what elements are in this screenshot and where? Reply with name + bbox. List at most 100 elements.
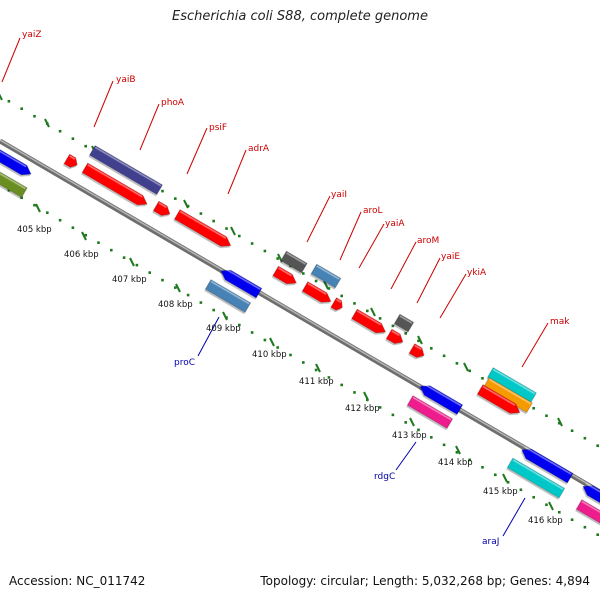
inner-major-tick (548, 501, 554, 511)
gene-leader-line (339, 211, 362, 261)
gene-label-forward: yaiE (441, 252, 460, 262)
kbp-label: 406 kbp (64, 250, 99, 260)
outer-tick (545, 414, 548, 418)
gene-highlight (223, 267, 261, 290)
gene-arrow (204, 279, 252, 313)
gene-feature (506, 457, 566, 499)
gene-feature (310, 263, 342, 289)
inner-tick (276, 346, 279, 349)
inner-major-tick (269, 337, 275, 347)
gene-arrow (301, 281, 332, 303)
gene-arrow (81, 162, 148, 206)
outer-tick (596, 444, 599, 447)
inner-tick (33, 203, 36, 207)
gene-highlight (482, 385, 516, 406)
outer-tick (161, 189, 164, 193)
gene-label-reverse: araJ (482, 537, 499, 547)
topology-text: Topology: circular; Length: 5,032,268 bp… (260, 574, 590, 588)
gene-leader-line (93, 80, 114, 128)
inner-tick (7, 188, 11, 192)
gene-leader-line (139, 103, 160, 151)
gene-highlight (179, 210, 227, 239)
outer-tick (250, 242, 254, 245)
outer-tick (302, 272, 305, 275)
kbp-label: 416 kbp (528, 516, 563, 526)
gene-leader-line (186, 127, 208, 175)
gene-leader-line (416, 257, 441, 304)
gene-feature (483, 377, 533, 413)
gene-leader-line (197, 316, 220, 357)
inner-tick (97, 241, 100, 244)
inner-tick (378, 406, 382, 409)
inner-major-tick (81, 231, 87, 241)
gene-label-forward: aroM (417, 236, 439, 246)
gene-feature (419, 382, 464, 415)
outer-tick (58, 129, 62, 133)
inner-tick (442, 443, 446, 447)
outer-tick (225, 227, 228, 230)
gene-highlight (524, 446, 572, 475)
gene-feature (385, 328, 404, 344)
inner-tick (174, 286, 177, 289)
gene-arrow (506, 457, 566, 499)
inner-tick (263, 338, 267, 342)
outer-tick (199, 212, 203, 215)
gene-highlight (492, 368, 536, 395)
gene-feature (272, 265, 297, 285)
genome-title: Escherichia coli S88, complete genome (172, 9, 428, 24)
gene-features (0, 145, 600, 525)
inner-tick (327, 376, 331, 379)
outer-tick (276, 257, 279, 260)
kbp-label: 410 kbp (252, 350, 287, 360)
gene-highlight (422, 382, 462, 407)
gene-arrow (575, 499, 600, 525)
inner-tick (570, 518, 574, 522)
gene-leader-line (439, 273, 467, 319)
gene-label-forward: mak (550, 317, 570, 327)
gene-feature (351, 308, 386, 334)
inner-major-tick (315, 363, 321, 373)
inner-tick (583, 525, 587, 529)
inner-tick (212, 308, 215, 312)
inner-tick (506, 480, 510, 484)
gene-arrow (483, 377, 533, 413)
gene-feature (220, 267, 263, 299)
outer-tick (532, 406, 535, 410)
gene-highlight (316, 265, 340, 280)
outer-tick (442, 354, 446, 358)
outer-tick (84, 144, 87, 148)
gene-highlight (0, 148, 27, 168)
gene-leader-line (502, 497, 526, 537)
gene-highlight (0, 169, 26, 190)
gene-feature (301, 281, 332, 303)
gene-feature (330, 297, 343, 311)
outer-tick (468, 369, 471, 373)
gene-label-forward: phoA (161, 98, 185, 108)
inner-tick (289, 353, 292, 357)
inner-tick (71, 226, 75, 229)
inner-major-tick (35, 203, 41, 213)
inner-tick (302, 361, 305, 364)
gene-arrow (0, 168, 28, 198)
inner-major-tick (409, 417, 415, 427)
outer-tick (263, 249, 267, 253)
inner-tick (250, 331, 254, 334)
inner-tick (238, 323, 241, 327)
gene-leader-line (390, 241, 417, 290)
gene-highlight (585, 482, 600, 499)
outer-tick (481, 377, 484, 380)
gene-arrow (272, 265, 297, 285)
gene-feature (408, 343, 425, 358)
gene-highlight (336, 298, 342, 303)
inner-tick (596, 533, 599, 536)
gene-label-forward: yaiI (331, 190, 347, 200)
outer-tick (327, 287, 331, 290)
inner-tick (314, 368, 318, 372)
gene-arrow (63, 153, 78, 168)
inner-tick (135, 263, 139, 267)
outer-tick (455, 362, 459, 365)
gene-arrow (310, 263, 342, 289)
genome-backbone (0, 138, 600, 495)
